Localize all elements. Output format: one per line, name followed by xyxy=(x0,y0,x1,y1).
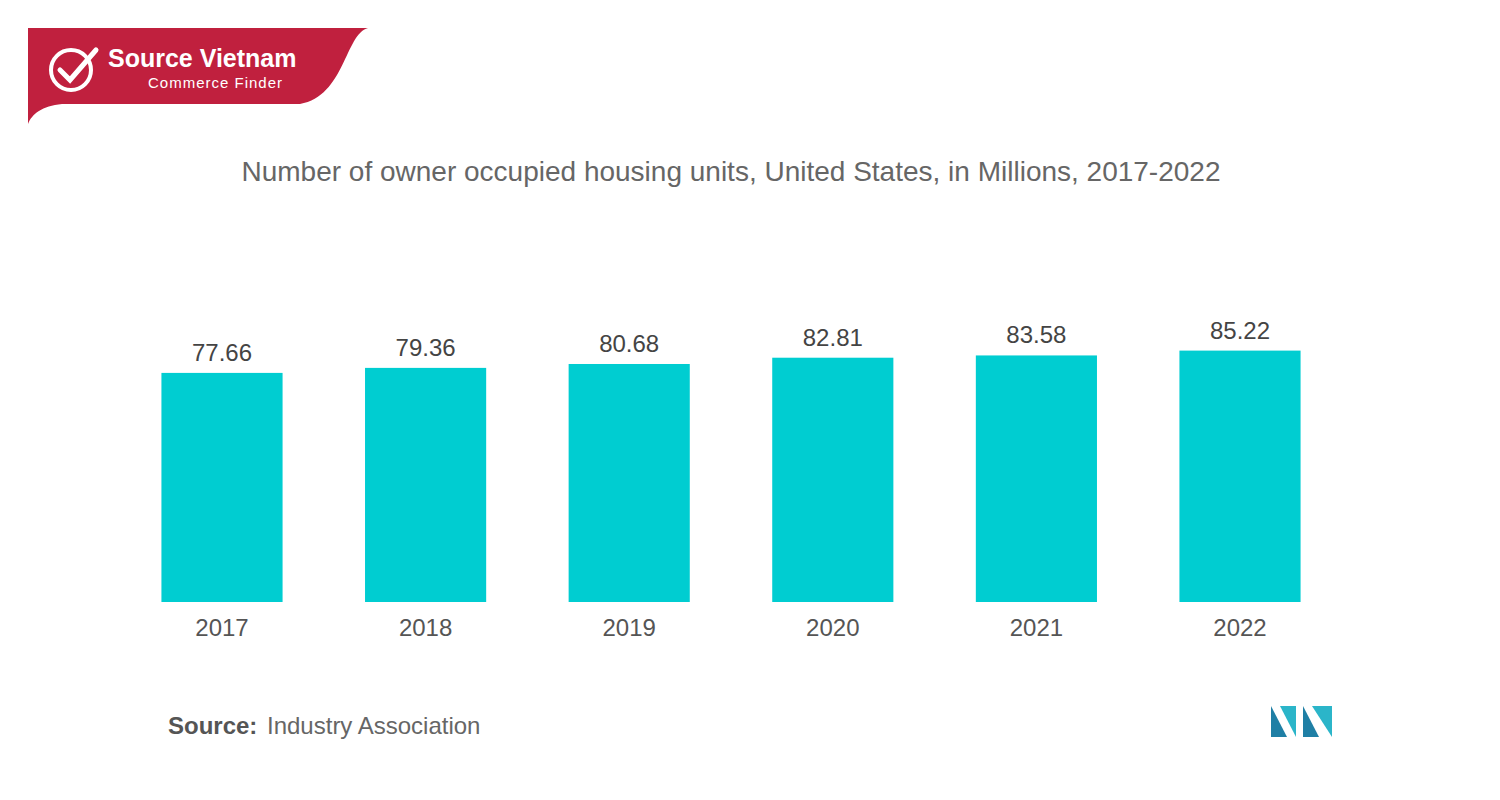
logo-title: Source Vietnam xyxy=(108,44,297,72)
bar xyxy=(976,355,1097,602)
data-label: 82.81 xyxy=(803,324,863,351)
chart-title: Number of owner occupied housing units, … xyxy=(241,156,1220,187)
data-label: 77.66 xyxy=(192,339,252,366)
logo-check xyxy=(60,50,96,80)
bars xyxy=(161,351,1300,602)
x-tick-label: 2021 xyxy=(1010,614,1063,641)
chart-svg: Source Vietnam Commerce Finder Number of o… xyxy=(0,0,1500,800)
x-tick-label: 2018 xyxy=(399,614,452,641)
data-label: 79.36 xyxy=(396,334,456,361)
logo-shape xyxy=(28,28,368,124)
x-tick-label: 2020 xyxy=(806,614,859,641)
corner-logo xyxy=(1271,706,1332,737)
source-text: Industry Association xyxy=(267,712,480,739)
chart-root: Source Vietnam Commerce Finder Number of o… xyxy=(0,0,1500,800)
source-label: Source: xyxy=(168,712,257,739)
bar xyxy=(161,373,282,602)
data-label: 85.22 xyxy=(1210,317,1270,344)
x-tick-label: 2019 xyxy=(603,614,656,641)
background xyxy=(0,0,1500,800)
footer: Source: Industry Association xyxy=(168,712,480,739)
x-tick-label: 2017 xyxy=(195,614,248,641)
corner-logo-part xyxy=(1280,706,1296,737)
bar xyxy=(365,368,486,602)
data-label: 83.58 xyxy=(1006,321,1066,348)
bar xyxy=(1179,351,1300,602)
logo-subtitle: Commerce Finder xyxy=(148,74,283,91)
data-labels: 77.66 79.36 80.68 82.81 83.58 85.22 xyxy=(192,317,1270,366)
bar xyxy=(772,358,893,602)
x-tick-label: 2022 xyxy=(1213,614,1266,641)
logo-icon xyxy=(51,50,91,90)
data-label: 80.68 xyxy=(599,330,659,357)
x-tick-labels: 2017 2018 2019 2020 2021 2022 xyxy=(195,614,1266,641)
corner-logo-part xyxy=(1312,706,1332,737)
logo: Source Vietnam Commerce Finder xyxy=(28,28,368,124)
bar xyxy=(569,364,690,602)
